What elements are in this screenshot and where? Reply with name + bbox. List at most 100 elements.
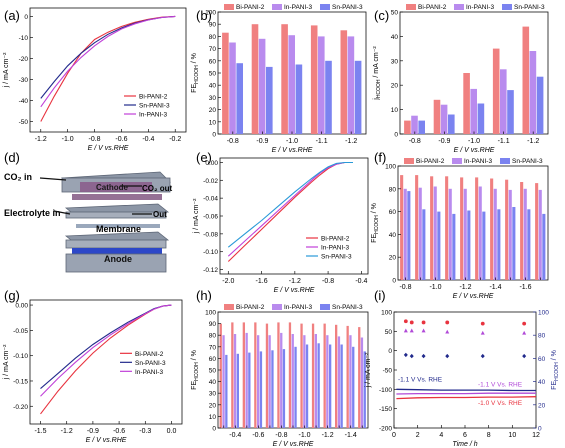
bar-in-pani-3: [418, 187, 422, 280]
x-tick-label: -1.4: [345, 432, 357, 439]
bar-in-pani-3: [229, 42, 236, 134]
y-tick-label: -0.10: [203, 249, 218, 256]
bar-bi-pani-2: [335, 324, 338, 428]
x-tick-label: -1.6: [519, 284, 531, 291]
bar-in-pani-3: [326, 335, 329, 428]
fe-marker-diamond: [403, 352, 408, 358]
bar-sn-pani-3: [325, 60, 332, 134]
y2-tick-label: 100: [538, 310, 549, 317]
x-tick-label: -0.4: [142, 136, 154, 143]
x-tick-label: -0.8: [399, 284, 411, 291]
y-axis-label: j / mA cm⁻²: [193, 198, 200, 234]
y2-tick-label: 60: [538, 356, 546, 363]
legend-label: Bi-PANI-2: [236, 4, 265, 11]
bar-sn-pani-3: [282, 349, 286, 428]
fe-marker-triangle: [522, 330, 527, 335]
co2-in-arrow: [39, 177, 67, 181]
bar-sn-pani-3: [497, 209, 501, 280]
y-tick-label: -0.12: [203, 267, 218, 274]
x-tick-label: -1.1: [498, 138, 510, 145]
bar-in-pani-3: [523, 188, 527, 280]
legend-label: In-PANI-3: [284, 4, 312, 11]
bar-bi-pani-2: [231, 322, 234, 428]
cathode-gas-chamber: [72, 194, 162, 200]
y-tick-label: -0.15: [13, 378, 28, 385]
bar-sn-pani-3: [236, 353, 239, 428]
bar-in-pani-3: [403, 188, 407, 280]
y-tick-label: 0: [392, 278, 396, 285]
x-tick-label: 4: [439, 432, 443, 439]
co2-out-label: CO₂ out: [142, 184, 173, 193]
x-axis-label: E / V vs.RHE: [454, 147, 495, 154]
x-tick-label: -0.6: [252, 432, 264, 439]
bar-bi-pani-2: [463, 73, 470, 134]
y-tick-label: 0: [212, 132, 216, 139]
legend-label: In-PANI-3: [321, 245, 349, 252]
bar-sn-pani-3: [271, 350, 274, 428]
bar-bi-pani-2: [433, 99, 441, 134]
current-trace: [396, 396, 537, 400]
fe-marker-circle: [409, 320, 414, 325]
y-tick-label: 0.00: [205, 160, 218, 167]
legend-swatch: [502, 4, 512, 10]
bar-bi-pani-2: [358, 327, 361, 428]
bar-sn-pani-3: [418, 120, 425, 134]
y-tick-label: -200: [379, 426, 392, 433]
legend-label: In-PANI-3: [135, 369, 163, 376]
x-tick-label: -0.6: [115, 136, 127, 143]
x-axis-label: E / V vs.RHE: [88, 145, 129, 152]
x-tick-label: 0: [392, 432, 396, 439]
x-tick-label: -1.4: [489, 284, 501, 291]
current-trace: [396, 388, 536, 392]
y-tick-label: 0: [24, 14, 28, 21]
bar-bi-pani-2: [460, 177, 464, 280]
bar-sn-pani-3: [236, 63, 243, 135]
y-tick-label: 60: [209, 356, 217, 363]
y-tick-label: 20: [389, 255, 397, 262]
y-tick-label: 100: [381, 310, 392, 317]
y-tick-label: 30: [209, 391, 217, 398]
anode-base: [65, 253, 167, 273]
y-tick-label: 80: [389, 186, 397, 193]
y-tick-label: -40: [19, 98, 29, 105]
x-axis-label: E / V vs.RHE: [86, 437, 127, 444]
panel-letter: (c): [374, 8, 389, 23]
bar-bi-pani-2: [535, 183, 539, 280]
x-tick-label: 10: [508, 432, 516, 439]
y-tick-label: 30: [391, 58, 399, 65]
panel-i-stability-chart: (i) 0 2 4 6 8 10 12 -200 -150 -100 -50 0 50 100 0 20 40 60…: [365, 288, 560, 448]
panel-c-bar-chart: (c) 0 10 20 30 40 50 -0.8 -0.9 -1.0 -1.1 -1.2 E / V …: [373, 4, 549, 154]
fe-marker-triangle: [421, 328, 426, 333]
panel-letter: (g): [4, 288, 20, 303]
x-tick-label: -0.2: [169, 136, 181, 143]
electrolyte-chamber: [64, 203, 170, 219]
bar-bi-pani-2: [492, 48, 500, 134]
bar-sn-pani-3: [354, 60, 362, 134]
x-tick-label: -0.9: [87, 428, 99, 435]
bar-sn-pani-3: [512, 207, 516, 280]
fe-marker-diamond: [421, 353, 426, 359]
panel-d-electrolyzer-diagram: (d) Cathode CO₂ in CO₂ out Electrolyte i…: [4, 150, 173, 273]
current-label: -1.1 V Vs. RHE: [478, 382, 523, 389]
y-tick-label: 100: [385, 164, 396, 171]
bar-bi-pani-2: [222, 32, 229, 135]
y-tick-label: -20: [19, 56, 29, 63]
y-tick-label: 100: [205, 310, 216, 317]
y-tick-label: -50: [19, 119, 29, 126]
y-tick-label: 50: [385, 329, 393, 336]
bar-in-pani-3: [291, 334, 294, 428]
current-label: -1.1 V Vs. RHE: [398, 377, 443, 384]
y-tick-label: 70: [209, 46, 217, 53]
panel-letter: (e): [196, 150, 212, 165]
y-tick-label: -100: [379, 387, 392, 394]
bar-in-pani-3: [303, 335, 306, 428]
legend-swatch: [452, 158, 462, 164]
fe-marker-triangle: [445, 329, 450, 334]
x-tick-label: -0.8: [275, 432, 287, 439]
anode-label: Anode: [104, 254, 132, 264]
bar-in-pani-3: [470, 88, 477, 134]
x-axis-label: E / V vs.RHE: [274, 287, 315, 294]
bar-bi-pani-2: [520, 182, 524, 280]
x-tick-label: -1.2: [289, 278, 301, 285]
